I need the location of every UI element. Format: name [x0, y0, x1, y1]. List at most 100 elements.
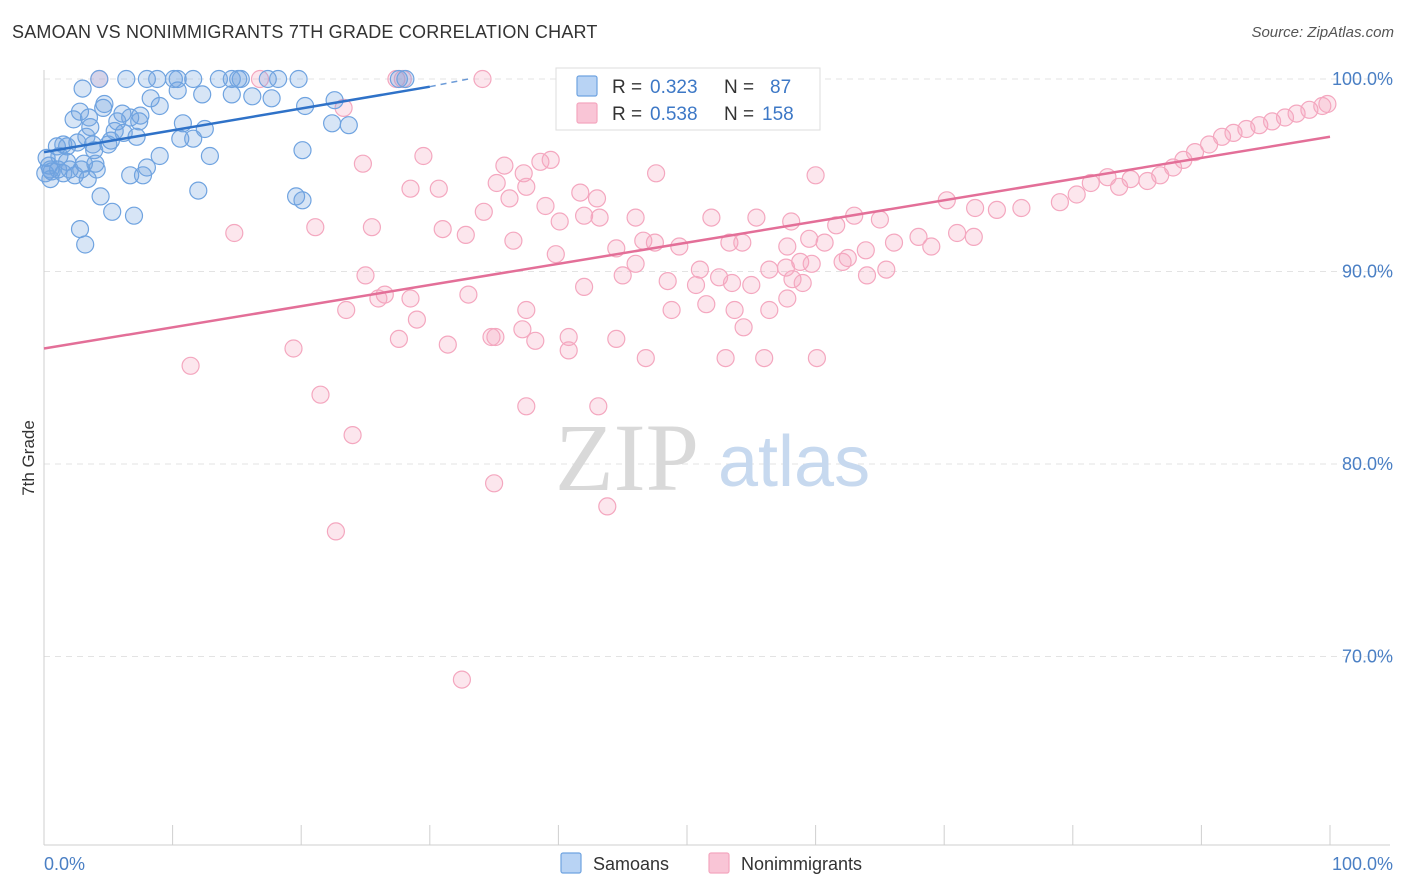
nonimmigrants-point-47 — [1212, 127, 1232, 146]
nonimmigrants-point-133 — [559, 341, 578, 360]
samoans-point-0 — [90, 69, 109, 89]
nonimmigrants-point-37 — [1081, 173, 1100, 193]
samoans-point-57 — [150, 146, 169, 166]
trend-lines — [43, 78, 1331, 350]
legend-samoans-swatch — [560, 852, 582, 874]
nonimmigrants-point-25 — [550, 212, 569, 231]
nonimmigrants-point-122 — [486, 327, 505, 347]
nonimmigrants-point-95 — [857, 266, 877, 285]
nonimmigrants-point-114 — [636, 349, 655, 368]
nonimmigrants-point-57 — [225, 223, 244, 243]
samoans-point-81 — [293, 191, 312, 210]
nonimmigrants-point-111 — [513, 320, 532, 339]
legend-nonimmigrants-swatch — [708, 852, 730, 874]
nonimmigrants-point-15 — [571, 183, 590, 202]
legend-nonimmigrants-label: Nonimmigrants — [741, 854, 862, 874]
nonimmigrants-point-135 — [389, 329, 408, 348]
samoans-point-2 — [137, 69, 156, 89]
samoans-point-20 — [222, 85, 241, 104]
samoans-point-28 — [94, 98, 113, 118]
samoans-point-23 — [325, 91, 344, 110]
y-tick-label-2: 80.0% — [1342, 454, 1393, 474]
nonimmigrants-point-104 — [778, 289, 797, 308]
samoans-point-14 — [389, 69, 408, 89]
samoans-trend-extension — [429, 78, 469, 88]
nonimmigrants-point-100 — [574, 277, 594, 296]
y-tick-label-0: 100.0% — [1332, 69, 1393, 89]
samoans-point-76 — [41, 170, 60, 189]
y-tick-labels: 100.0% 90.0% 80.0% 70.0% — [1332, 69, 1393, 667]
nonimmigrants-point-115 — [734, 318, 753, 337]
samoans-point-38 — [339, 116, 358, 135]
nonimmigrants-point-62 — [504, 231, 523, 250]
samoans-point-74 — [121, 166, 140, 185]
nonimmigrants-point-108 — [337, 300, 356, 320]
nonimmigrants-point-9 — [541, 150, 560, 169]
x-tick-label-end: 100.0% — [1332, 854, 1393, 874]
nonimmigrants-point-75 — [947, 223, 967, 243]
nonimmigrants-n-label: N = — [724, 104, 754, 125]
samoans-point-55 — [293, 141, 312, 160]
nonimmigrants-point-36 — [1067, 185, 1086, 204]
nonimmigrants-point-121 — [526, 331, 545, 350]
nonimmigrants-point-40 — [1121, 170, 1140, 189]
nonimmigrants-point-34 — [1012, 198, 1031, 218]
nonimmigrants-r-value: 0.538 — [650, 104, 698, 125]
samoans-point-17 — [168, 81, 187, 100]
nonimmigrants-point-80 — [760, 260, 779, 279]
nonimmigrants-point-67 — [733, 233, 752, 252]
nonimmigrants-point-84 — [722, 273, 742, 293]
nonimmigrants-point-45 — [1185, 143, 1205, 162]
samoans-point-33 — [64, 110, 83, 129]
nonimmigrants-point-14 — [646, 164, 666, 183]
samoans-point-39 — [81, 117, 100, 137]
nonimmigrants-point-130 — [598, 497, 617, 516]
nonimmigrants-point-125 — [311, 385, 330, 404]
nonimmigrants-point-134 — [662, 300, 681, 320]
watermark-atlas: atlas — [718, 422, 870, 502]
nonimmigrants-point-87 — [546, 245, 565, 264]
nonimmigrants-point-106 — [613, 266, 632, 285]
samoans-point-78 — [189, 181, 208, 200]
nonimmigrants-trend-line — [43, 135, 1331, 350]
nonimmigrants-point-19 — [500, 189, 519, 208]
samoans-point-19 — [193, 85, 212, 104]
samoans-point-22 — [262, 89, 281, 108]
samoans-point-3 — [148, 69, 167, 89]
legend: Samoans Nonimmigrants — [560, 852, 862, 874]
nonimmigrants-swatch — [576, 102, 598, 124]
nonimmigrants-point-27 — [747, 208, 766, 227]
nonimmigrants-point-89 — [658, 272, 677, 291]
nonimmigrants-r-label: R = — [612, 104, 642, 125]
samoans-point-77 — [78, 170, 97, 189]
nonimmigrants-point-128 — [343, 426, 362, 445]
nonimmigrants-point-113 — [607, 329, 626, 348]
x-ticks — [43, 825, 1331, 845]
nonimmigrants-point-103 — [760, 300, 779, 320]
samoans-point-6 — [184, 69, 203, 89]
nonimmigrants-point-69 — [800, 229, 819, 248]
nonimmigrants-point-131 — [326, 522, 345, 541]
samoans-point-7 — [209, 69, 228, 89]
samoans-point-56 — [200, 146, 219, 166]
samoans-point-83 — [124, 206, 144, 225]
samoans-point-1 — [117, 69, 136, 89]
samoans-points — [36, 69, 415, 254]
nonimmigrants-point-68 — [778, 237, 797, 256]
watermark: ZIP atlas — [555, 404, 870, 511]
nonimmigrants-point-92 — [791, 252, 810, 271]
samoans-r-value: 0.323 — [650, 77, 698, 98]
nonimmigrants-point-77 — [815, 233, 834, 252]
legend-samoans-label: Samoans — [593, 854, 669, 874]
nonimmigrants-point-65 — [670, 237, 689, 256]
nonimmigrants-point-99 — [459, 285, 478, 304]
nonimmigrants-point-35 — [1050, 193, 1070, 212]
nonimmigrants-n-value: 158 — [762, 104, 794, 125]
samoans-r-label: R = — [612, 77, 642, 98]
y-tick-label-3: 70.0% — [1342, 647, 1393, 667]
nonimmigrants-point-102 — [725, 300, 744, 320]
axes — [43, 70, 1390, 846]
nonimmigrants-point-81 — [686, 275, 706, 295]
nonimmigrants-point-22 — [574, 206, 594, 225]
samoans-point-71 — [36, 164, 55, 183]
